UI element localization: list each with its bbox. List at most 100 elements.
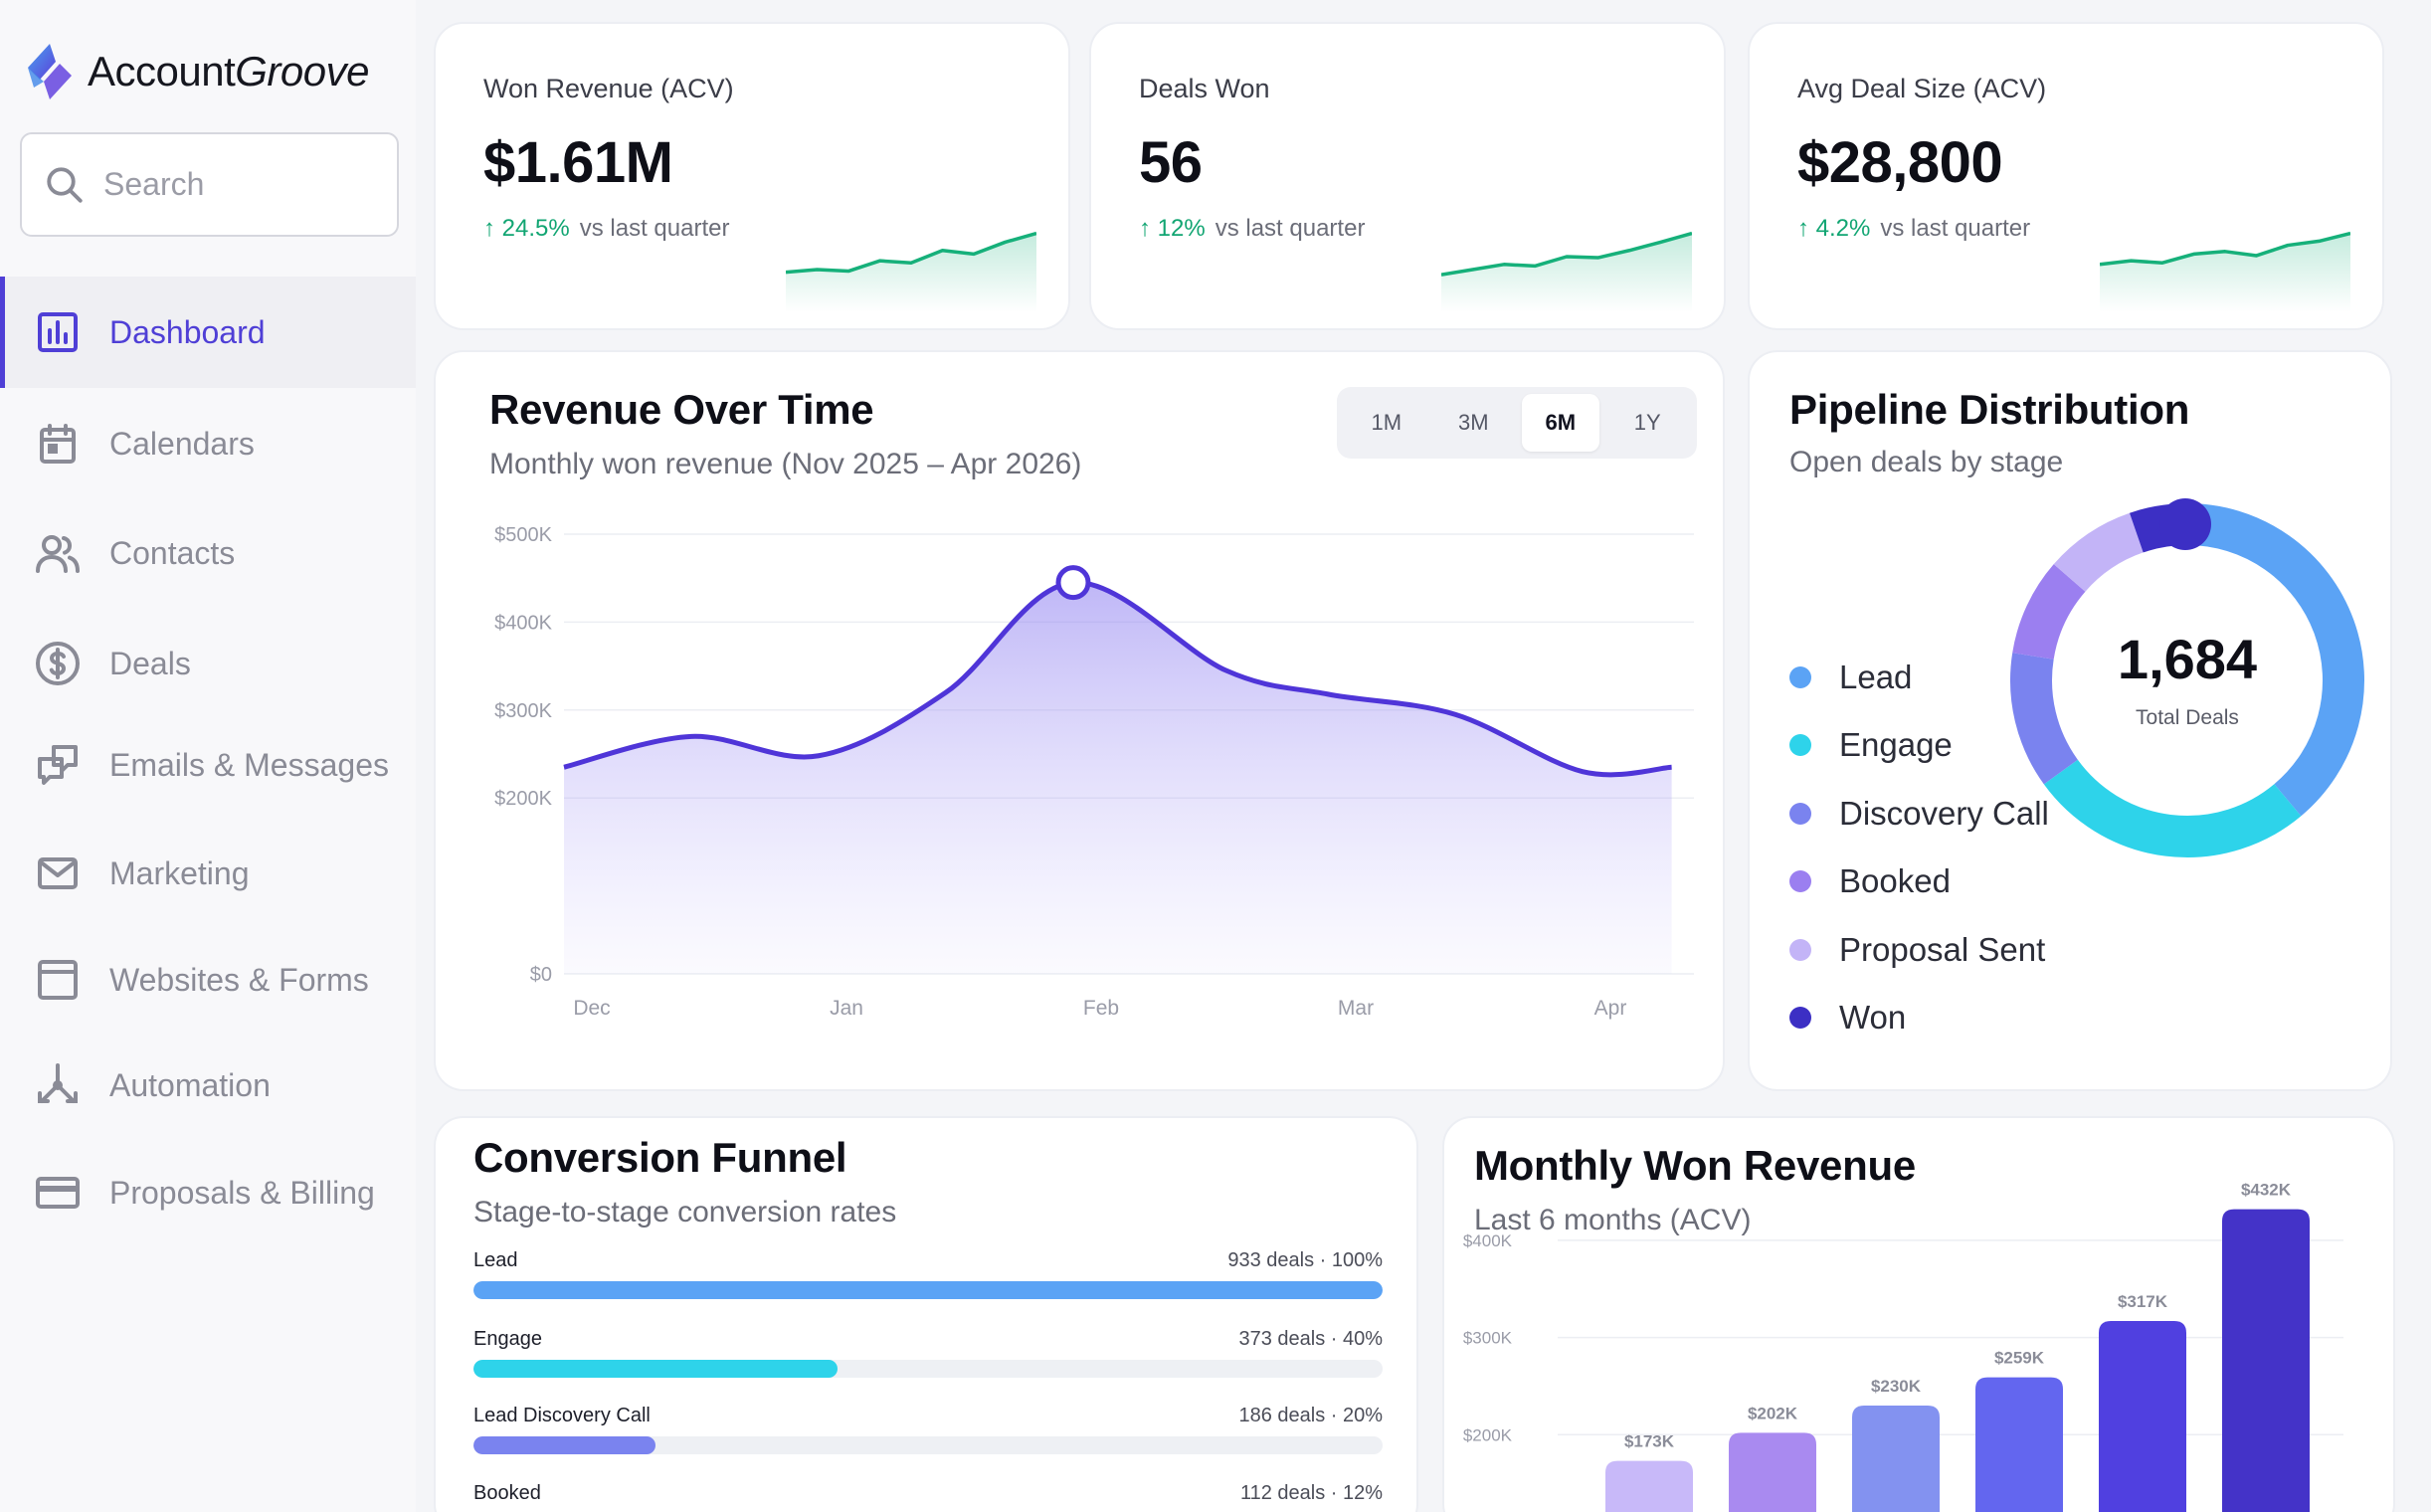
search-box[interactable] [20, 132, 399, 237]
legend-item-lead[interactable]: Lead [1789, 659, 1912, 696]
sparkline [1441, 231, 1692, 312]
sidebar-item-proposals-billing[interactable]: Proposals & Billing [0, 1137, 416, 1248]
legend-dot [1789, 939, 1811, 961]
kpi-delta: ↑ 12% vs last quarter [1139, 215, 1365, 243]
users-icon [36, 535, 80, 573]
funnel-stage-meta: 112 deals · 12% [1239, 1482, 1383, 1504]
kpi-card-avg-deal-size[interactable]: Avg Deal Size (ACV) $28,800 ↑ 4.2% vs las… [1748, 22, 2384, 330]
legend-item-discovery-call[interactable]: Discovery Call [1789, 795, 2049, 833]
sidebar-item-label: Marketing [109, 854, 250, 891]
funnel-stage-meta: 186 deals · 20% [1238, 1405, 1383, 1426]
donut-total-label: Total Deals [2136, 706, 2239, 729]
sidebar-item-automation[interactable]: Automation [0, 1030, 416, 1141]
range-6m-button[interactable]: 6M [1521, 394, 1599, 452]
bar-chart-icon [38, 312, 78, 352]
card-title: Revenue Over Time [489, 386, 874, 433]
y-tick-label: $0 [530, 964, 552, 986]
bar-value-label: $317K [2118, 1292, 2168, 1311]
card-title: Pipeline Distribution [1789, 386, 2190, 433]
pipeline-distribution-card: Pipeline Distribution Open deals by stag… [1748, 350, 2392, 1091]
revenue-area-chart: $0 $200K $300K $400K $500K Dec Jan Feb Mar Apr [494, 524, 1694, 1020]
sidebar-item-contacts[interactable]: Contacts [0, 497, 416, 609]
legend-item-engage[interactable]: Engage [1789, 726, 1953, 764]
range-3m-button[interactable]: 3M [1434, 394, 1512, 452]
legend-item-booked[interactable]: Booked [1789, 862, 1951, 900]
revenue-line [563, 580, 1672, 778]
card-title: Monthly Won Revenue [1474, 1142, 1916, 1189]
sidebar-item-websites-forms[interactable]: Websites & Forms [0, 924, 416, 1036]
kpi-label: Won Revenue (ACV) [483, 74, 734, 103]
y-tick-label: $300K [1463, 1329, 1513, 1348]
y-tick-label: $400K [494, 612, 552, 634]
funnel-stage-name: Lead Discovery Call [473, 1405, 651, 1426]
kpi-delta: ↑ 24.5% vs last quarter [483, 215, 729, 243]
legend-item-won[interactable]: Won [1789, 999, 1906, 1037]
legend-dot [1789, 803, 1811, 825]
sidebar-item-deals[interactable]: Deals [0, 608, 416, 719]
legend-dot [1789, 666, 1811, 688]
legend-label: Booked [1839, 862, 1951, 899]
funnel-track [473, 1281, 1383, 1299]
sidebar-item-dashboard[interactable]: Dashboard [0, 277, 416, 388]
sparkline-line [1441, 231, 1692, 277]
sparkline [786, 231, 1036, 312]
pipeline-donut-chart: 1,684 Total Deals [2010, 498, 2364, 857]
card-subtitle: Last 6 months (ACV) [1474, 1204, 1752, 1236]
kpi-delta-value: ↑ 12% [1139, 215, 1206, 242]
sidebar-item-label: Automation [109, 1066, 271, 1103]
legend-label: Discovery Call [1839, 795, 2049, 832]
kpi-card-deals-won[interactable]: Deals Won 56 ↑ 12% vs last quarter [1089, 22, 1726, 330]
y-tick-label: $200K [1463, 1425, 1513, 1444]
sidebar-item-marketing[interactable]: Marketing [0, 818, 416, 929]
search-input[interactable] [103, 166, 382, 203]
y-tick-label: $400K [1463, 1231, 1513, 1250]
legend-dot [1789, 734, 1811, 756]
app-logo[interactable]: AccountGroove [20, 40, 369, 103]
sidebar-item-label: Proposals & Billing [109, 1174, 375, 1211]
x-tick-label: Jan [830, 997, 863, 1020]
logo-text: AccountGroove [88, 48, 369, 94]
revenue-area [564, 582, 1672, 974]
card-title: Conversion Funnel [473, 1134, 847, 1181]
monthly-won-revenue-card: Monthly Won Revenue Last 6 months (ACV) … [1442, 1116, 2395, 1512]
legend-label: Proposal Sent [1839, 931, 2046, 968]
kpi-card-won-revenue[interactable]: Won Revenue (ACV) $1.61M ↑ 24.5% vs last … [434, 22, 1070, 330]
donut-slice-engage [2043, 759, 2302, 857]
revenue-over-time-card: Revenue Over Time Monthly won revenue (N… [434, 350, 1725, 1091]
sparkline-area [1441, 233, 1692, 312]
sidebar-item-label: Contacts [109, 534, 236, 571]
kpi-value: $28,800 [1797, 130, 2003, 195]
funnel-bar [473, 1436, 655, 1454]
kpi-delta: ↑ 4.2% vs last quarter [1797, 215, 2030, 243]
kpi-label: Avg Deal Size (ACV) [1797, 74, 2047, 103]
bar [2099, 1320, 2186, 1512]
sparkline-area [786, 233, 1036, 312]
dollar-icon [36, 642, 80, 685]
range-1m-button[interactable]: 1M [1348, 394, 1425, 452]
funnel-stage-name: Booked [473, 1482, 541, 1504]
bar [2222, 1209, 2310, 1512]
messages-icon [38, 745, 78, 785]
range-1y-button[interactable]: 1Y [1608, 394, 1686, 452]
legend-dot [1789, 1007, 1811, 1029]
sidebar-item-label: Calendars [109, 425, 255, 462]
search-icon [47, 166, 83, 203]
credit-card-icon [36, 1177, 80, 1209]
range-selector: 1M 3M 6M 1Y [1337, 387, 1697, 459]
funnel-stage-meta: 933 deals · 100% [1227, 1249, 1383, 1271]
sidebar-item-calendars[interactable]: Calendars [0, 388, 416, 499]
bar-value-label: $173K [1624, 1432, 1675, 1451]
funnel-track [473, 1436, 1383, 1454]
legend-item-proposal-sent[interactable]: Proposal Sent [1789, 931, 2045, 969]
y-tick-label: $200K [494, 788, 552, 810]
sidebar-item-emails-messages[interactable]: Emails & Messages [0, 709, 416, 821]
sidebar-item-label: Emails & Messages [109, 746, 389, 783]
funnel-stage-meta: 373 deals · 40% [1238, 1328, 1383, 1350]
card-subtitle: Stage-to-stage conversion rates [473, 1196, 897, 1228]
bar [1605, 1460, 1693, 1512]
funnel-bar [473, 1360, 838, 1378]
kpi-label: Deals Won [1139, 74, 1270, 103]
sparkline-area [2100, 233, 2350, 312]
y-tick-label: $500K [494, 524, 552, 546]
bar-value-label: $259K [1994, 1349, 2045, 1368]
